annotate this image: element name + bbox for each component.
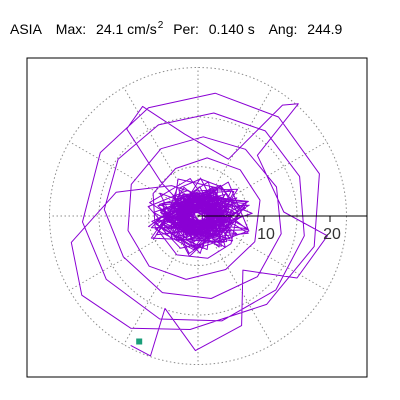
max-unit-exponent: 2 [157,20,164,31]
marker-layer [136,338,143,345]
station-code: ASIA [10,21,42,37]
chart-header: ASIA Max: 24.1 cm/s2 Per: 0.140 s Ang: 2… [10,14,342,38]
end-marker [136,338,143,345]
max-value: 24.1 [96,21,124,37]
max-unit: cm/s [127,21,157,37]
period-label: Per: [173,21,199,37]
radial-axis: 10 20 [198,215,367,243]
trace-core-6 [151,177,248,257]
angle-label: Ang: [268,21,298,37]
trace-series [70,92,328,357]
max-label: Max: [55,21,87,37]
angle-value: 244.9 [307,21,343,37]
radial-tick-label-20: 20 [323,226,341,243]
period-value: 0.140 s [208,21,255,37]
radial-tick-label-10: 10 [257,226,275,243]
trace-layer [70,92,328,357]
